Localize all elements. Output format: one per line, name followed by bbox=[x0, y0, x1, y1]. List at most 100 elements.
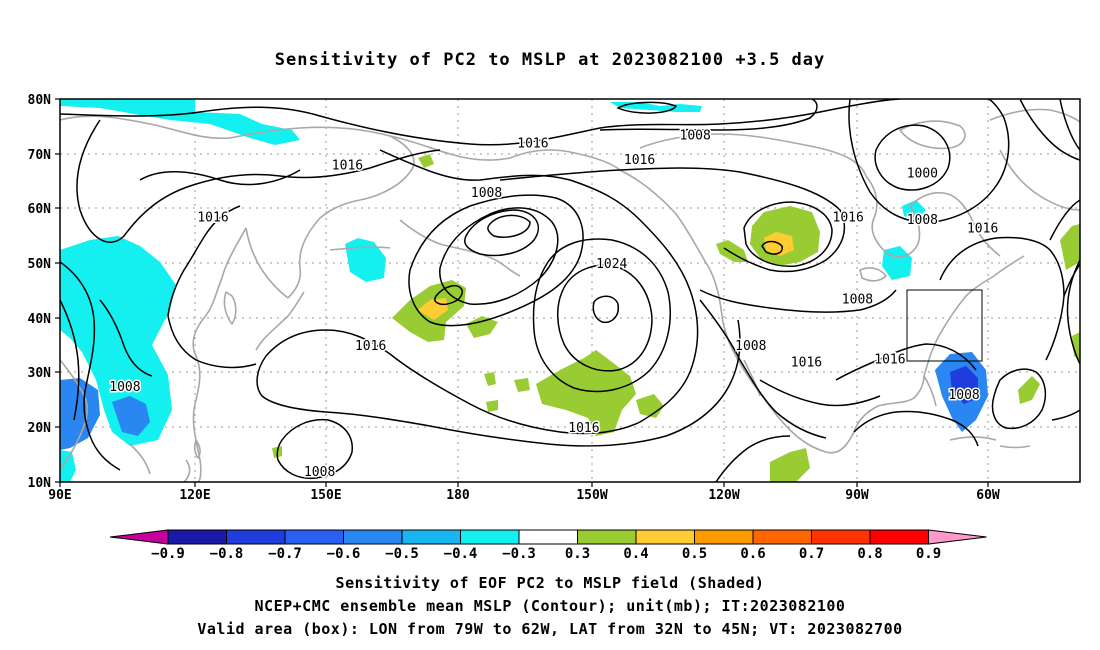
contour-1008-westpac-2 bbox=[99, 299, 153, 377]
contour-1016-lower bbox=[60, 299, 80, 421]
contour-high-outer bbox=[256, 149, 741, 447]
shade-blue-westpac-2 bbox=[112, 396, 150, 436]
contour-label: 1008 bbox=[735, 339, 766, 354]
contour-label: 1016 bbox=[355, 339, 386, 354]
contour-label: 1016 bbox=[874, 353, 905, 368]
contour-1016-east bbox=[939, 236, 1065, 361]
contour-1016-pacific bbox=[499, 167, 846, 273]
contour-high-1024-mid bbox=[557, 264, 653, 372]
colorbar-swatch bbox=[401, 529, 461, 545]
contour-greenland-lows bbox=[1019, 99, 1080, 161]
coast-korea bbox=[223, 291, 237, 325]
lon-labels: 90E 120E 150E 180 150W 120W 90W 60W bbox=[48, 488, 1000, 503]
coast-kamchatka bbox=[287, 217, 321, 299]
axis-ticks bbox=[55, 98, 989, 487]
contour-low-aleutian-outer bbox=[408, 194, 584, 327]
lat-label: 80N bbox=[28, 93, 52, 108]
shade-green-canada-2 bbox=[716, 240, 748, 262]
coast-arctic-islands bbox=[899, 120, 966, 150]
lat-label: 20N bbox=[28, 421, 52, 436]
contour-low-aleutian-mid bbox=[439, 207, 559, 305]
contour-high-1024-core bbox=[592, 295, 620, 324]
shade-cyan-labrador bbox=[902, 200, 926, 220]
coast-caribbean-2 bbox=[999, 445, 1031, 449]
coast-great-lakes bbox=[859, 267, 887, 282]
plot-border bbox=[59, 98, 1081, 483]
shade-green-east-atl bbox=[1060, 224, 1080, 270]
contour-1016-west bbox=[167, 205, 241, 317]
contour-label: 1024 bbox=[596, 257, 627, 272]
chart-title: Sensitivity of PC2 to MSLP at 2023082100… bbox=[274, 50, 826, 70]
colorbar-swatch bbox=[460, 529, 520, 545]
lat-label: 60N bbox=[28, 202, 52, 217]
colorbar-label: −0.5 bbox=[385, 546, 419, 562]
lat-label: 40N bbox=[28, 312, 52, 327]
contour-label: 1016 bbox=[791, 355, 822, 370]
colorbar-swatch bbox=[343, 529, 403, 545]
coast-japan bbox=[255, 291, 305, 351]
shade-cyan-westpac-south bbox=[60, 450, 76, 482]
coast-mexico bbox=[789, 429, 855, 454]
contour-low-aleutian-inner bbox=[464, 209, 539, 257]
contour-label: 1008 bbox=[680, 128, 711, 143]
contour-labels: 1016 1008 1016 1016 1008 1016 1000 1024 1016 1008… bbox=[108, 127, 1000, 481]
coast-hudson bbox=[865, 175, 921, 258]
coast-labrador bbox=[909, 191, 1001, 257]
coast-taiwan bbox=[193, 439, 201, 459]
contour-1016-sw-atlantic bbox=[991, 368, 1047, 430]
caption-valid-area: Valid area (box): LON from 79W to 62W, L… bbox=[197, 620, 903, 638]
colorbar-swatch bbox=[752, 529, 812, 545]
contour-label: 1008 bbox=[109, 380, 140, 395]
coast-alaska-south bbox=[399, 219, 521, 277]
contour-west-pacific-1016 bbox=[167, 315, 257, 369]
shade-cyan-arctic-2 bbox=[610, 102, 702, 112]
contour-siberia-1016 bbox=[76, 119, 441, 243]
colorbar-label: −0.9 bbox=[151, 546, 185, 562]
shade-cyan-bering bbox=[345, 238, 386, 282]
contour-1008-canada bbox=[699, 289, 897, 313]
coast-aleutians bbox=[329, 246, 391, 251]
colorbar-label: −0.8 bbox=[210, 546, 244, 562]
contour-label: 1008 bbox=[304, 465, 335, 480]
shade-blue-westpac bbox=[60, 378, 100, 450]
coast-arctic-canada bbox=[639, 133, 867, 177]
contour-1016-southeast bbox=[835, 343, 977, 381]
contour-1008-south bbox=[276, 418, 353, 480]
contour-1008-north bbox=[599, 99, 818, 131]
shade-green-mexico bbox=[770, 448, 810, 482]
contour-label: 1008 bbox=[948, 388, 979, 403]
map-panel: 1016 1008 1016 1016 1008 1016 1000 1024 1016 1008… bbox=[60, 99, 1080, 482]
contour-canada-low bbox=[743, 201, 833, 267]
contour-low-gulf bbox=[434, 285, 463, 306]
colorbar-swatch bbox=[694, 529, 754, 545]
colorbar-label: 0.5 bbox=[682, 546, 707, 562]
coast-siberia bbox=[60, 115, 415, 219]
coast-us-east bbox=[923, 275, 995, 377]
caption-contour: NCEP+CMC ensemble mean MSLP (Contour); u… bbox=[254, 597, 846, 615]
lat-labels: 80N 70N 60N 50N 40N 30N 20N 10N bbox=[28, 93, 52, 491]
lat-label: 30N bbox=[28, 366, 52, 381]
lon-label: 90W bbox=[845, 488, 869, 503]
lat-label: 10N bbox=[28, 476, 52, 491]
lon-label: 120W bbox=[708, 488, 739, 503]
contour-label: 1016 bbox=[332, 158, 363, 173]
shade-green-east-atl-2 bbox=[1072, 332, 1080, 360]
lon-label: 180 bbox=[446, 488, 470, 503]
contour-label: 1016 bbox=[197, 210, 228, 225]
shade-green-subtropic-5 bbox=[486, 400, 498, 412]
colorbar-label: 0.8 bbox=[857, 546, 882, 562]
lon-label: 150E bbox=[310, 488, 341, 503]
colorbar: −0.9 −0.8 −0.7 −0.6 −0.5 −0.4 −0.3 0.3 0.4 0.5 0.6… bbox=[109, 529, 987, 562]
colorbar-arrow-high bbox=[928, 529, 987, 545]
colorbar-label: 0.6 bbox=[740, 546, 765, 562]
contour-us-1016 bbox=[699, 299, 827, 439]
valid-area-box bbox=[906, 289, 983, 362]
colorbar-label: 0.7 bbox=[799, 546, 824, 562]
lat-label: 70N bbox=[28, 148, 52, 163]
contour-1016-mexico bbox=[715, 435, 791, 482]
coast-east-asia bbox=[192, 227, 247, 482]
shade-blue-atlantic bbox=[950, 366, 978, 404]
caption-shading: Sensitivity of EOF PC2 to MSLP field (Sh… bbox=[335, 574, 765, 592]
shade-green-subtropic-3 bbox=[484, 372, 496, 386]
